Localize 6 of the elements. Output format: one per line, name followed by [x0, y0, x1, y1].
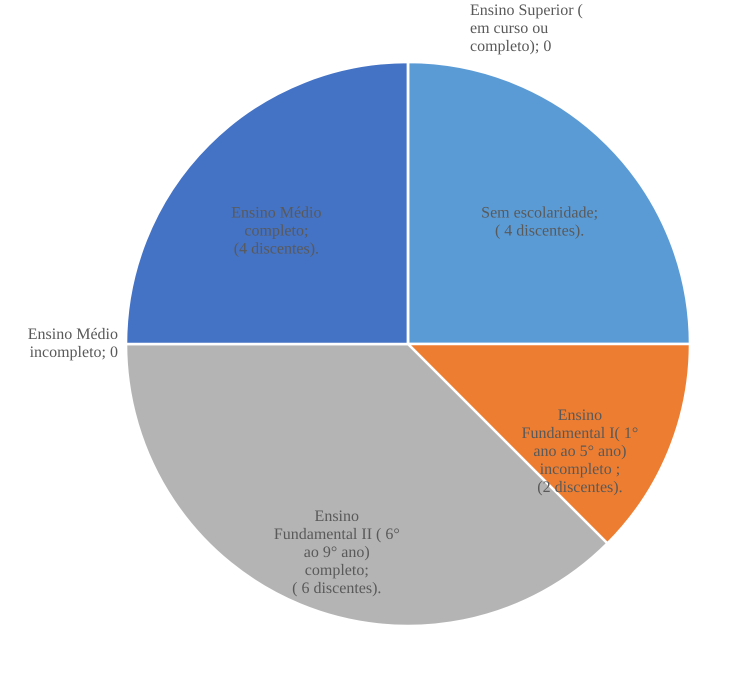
slice-label: Ensino Fundamental II ( 6° ao 9° ano) completo; ( 6 discentes). [274, 508, 400, 597]
category-label: Ensino Superior ( em curso ou completo); 0 [470, 2, 583, 55]
slice-label: Ensino Fundamental I( 1° ano ao 5° ano) incompleto ; (2 discentes). [522, 407, 638, 496]
slice-label: Ensino Médio completo; (4 discentes). [231, 204, 322, 258]
slice-label: Sem escolaridade; ( 4 discentes). [481, 204, 598, 240]
category-label: Ensino Médio incompleto; 0 [28, 326, 118, 361]
